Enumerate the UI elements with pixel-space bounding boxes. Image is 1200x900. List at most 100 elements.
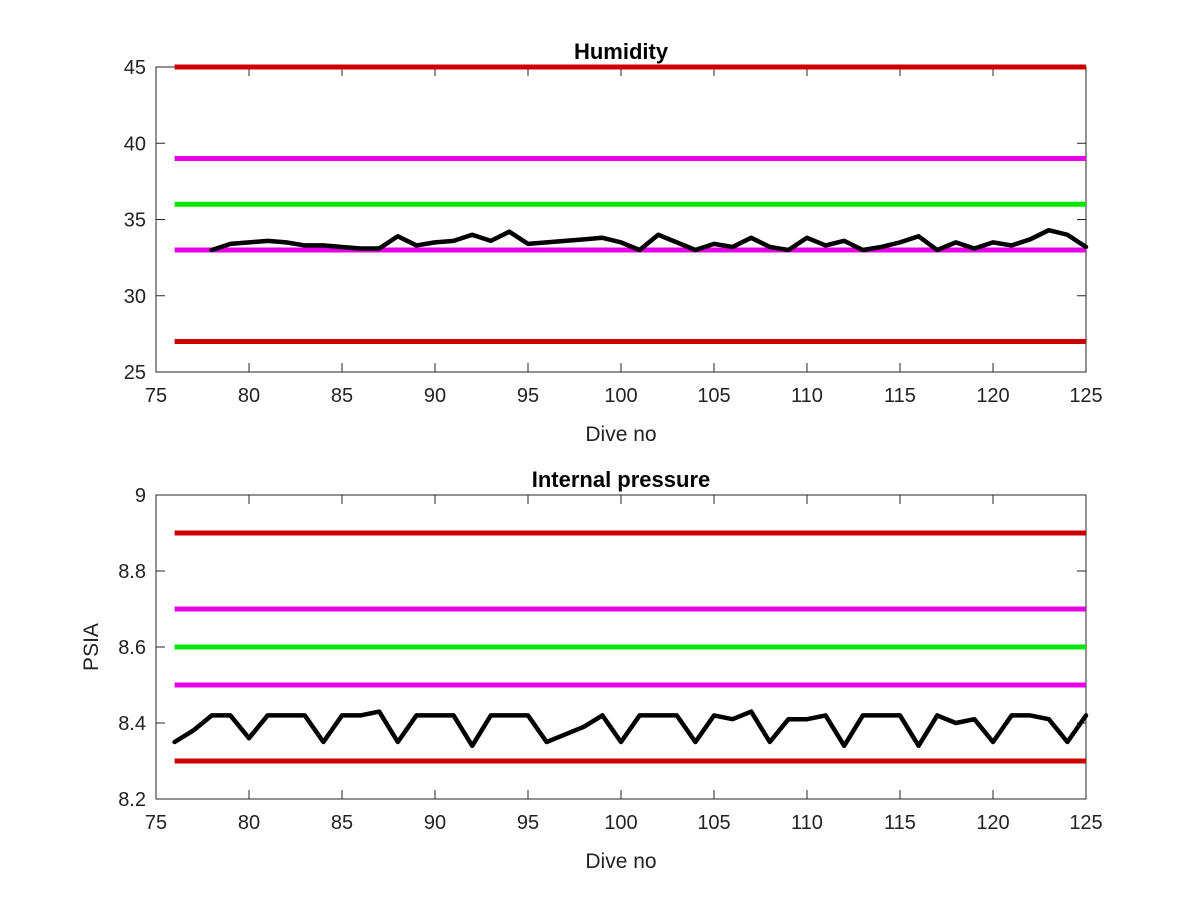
y-axis-label: PSIA — [80, 623, 103, 671]
data-point — [229, 714, 231, 716]
data-point — [508, 231, 510, 233]
data-point — [732, 246, 734, 248]
data-point — [248, 241, 250, 243]
data-point — [1011, 244, 1013, 246]
data-point — [973, 247, 975, 249]
y-tick-label: 8.6 — [118, 637, 146, 659]
y-tick-label: 30 — [124, 286, 146, 308]
y-tick-label: 35 — [124, 210, 146, 232]
data-point — [694, 741, 696, 743]
data-point — [936, 714, 938, 716]
x-tick-label: 110 — [791, 812, 823, 834]
data-point — [880, 714, 882, 716]
data-point — [471, 234, 473, 236]
data-point — [992, 241, 994, 243]
x-tick-label: 125 — [1069, 812, 1102, 834]
data-point — [973, 718, 975, 720]
data-point — [322, 244, 324, 246]
x-tick-label: 115 — [884, 385, 916, 407]
data-point — [750, 711, 752, 713]
data-point — [639, 249, 641, 251]
data-point — [732, 718, 734, 720]
x-tick-label: 115 — [884, 812, 916, 834]
data-point — [248, 737, 250, 739]
data-series-line — [209, 227, 1089, 253]
x-tick-label: 120 — [976, 812, 1009, 834]
data-point — [713, 243, 715, 245]
y-tick-label: 40 — [124, 133, 146, 155]
data-point — [471, 745, 473, 747]
data-point — [899, 241, 901, 243]
data-point — [1029, 238, 1031, 240]
data-point — [267, 714, 269, 716]
x-tick-label: 85 — [331, 812, 353, 834]
data-point — [546, 741, 548, 743]
y-tick-label: 45 — [124, 57, 146, 79]
data-point — [527, 714, 529, 716]
data-point — [806, 237, 808, 239]
data-point — [769, 246, 771, 248]
x-tick-label: 80 — [238, 812, 260, 834]
data-point — [304, 714, 306, 716]
data-point — [285, 714, 287, 716]
data-point — [639, 714, 641, 716]
data-point — [546, 241, 548, 243]
data-point — [415, 244, 417, 246]
data-point — [750, 237, 752, 239]
internal-pressure-panel: 75 80 85 90 95 100 105 110 115 120 125 8.2 8.4 8.6 8.8… — [80, 467, 1103, 873]
data-point — [880, 246, 882, 248]
x-tick-label: 95 — [517, 812, 539, 834]
chart-title: Internal pressure — [532, 467, 711, 492]
data-point — [211, 714, 213, 716]
y-tick-label: 9 — [135, 485, 146, 507]
x-axis-label: Dive no — [585, 423, 656, 446]
data-point — [1085, 714, 1087, 716]
x-tick-label: 100 — [604, 812, 637, 834]
data-point — [601, 237, 603, 239]
data-point — [397, 235, 399, 237]
data-point — [322, 741, 324, 743]
chart-title: Humidity — [574, 39, 669, 64]
data-point — [453, 714, 455, 716]
data-point — [862, 249, 864, 251]
data-point — [434, 714, 436, 716]
y-tick-label: 8.2 — [118, 789, 146, 811]
data-point — [918, 745, 920, 747]
data-point — [527, 243, 529, 245]
data-point — [825, 244, 827, 246]
data-point — [229, 243, 231, 245]
data-point — [1048, 718, 1050, 720]
data-point — [620, 241, 622, 243]
data-point — [360, 714, 362, 716]
data-point — [787, 249, 789, 251]
x-tick-label: 90 — [424, 812, 446, 834]
x-tick-label: 80 — [238, 385, 260, 407]
data-point — [453, 240, 455, 242]
data-point — [1011, 714, 1013, 716]
data-point — [415, 714, 417, 716]
data-point — [918, 235, 920, 237]
data-point — [806, 718, 808, 720]
data-point — [192, 730, 194, 732]
data-point — [378, 247, 380, 249]
data-point — [862, 714, 864, 716]
data-point — [676, 714, 678, 716]
data-point — [174, 741, 176, 743]
x-tick-label: 75 — [145, 812, 167, 834]
data-point — [397, 741, 399, 743]
x-tick-label: 100 — [604, 385, 637, 407]
x-tick-label: 95 — [517, 385, 539, 407]
data-point — [620, 741, 622, 743]
data-series-line — [172, 709, 1089, 749]
data-point — [955, 241, 957, 243]
data-point — [360, 247, 362, 249]
x-tick-label: 120 — [976, 385, 1009, 407]
data-point — [657, 714, 659, 716]
x-axis-label: Dive no — [585, 850, 656, 873]
data-point — [1029, 714, 1031, 716]
data-point — [285, 241, 287, 243]
data-point — [211, 249, 213, 251]
data-point — [694, 249, 696, 251]
data-point — [1066, 234, 1068, 236]
